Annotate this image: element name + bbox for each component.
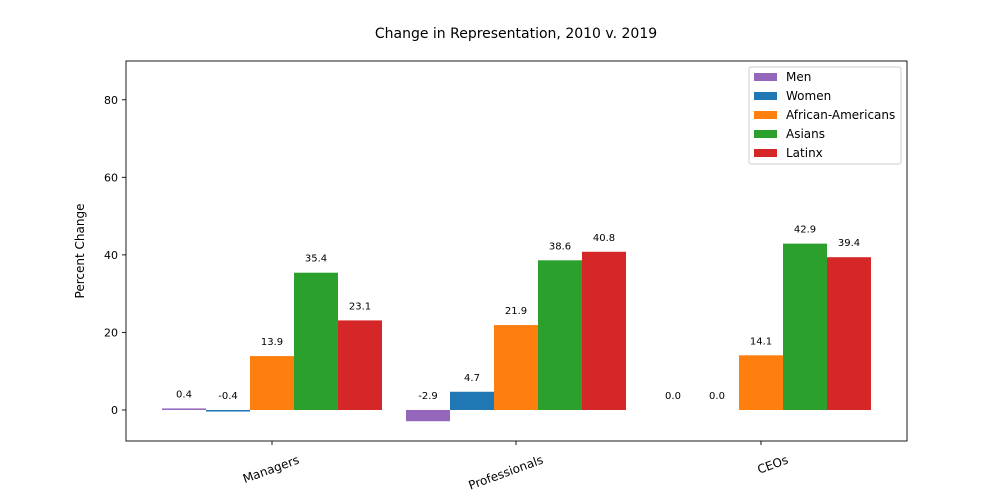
legend-label: Women — [786, 89, 831, 103]
bar-women-professionals — [450, 391, 494, 410]
bar-latinx-ceos — [827, 257, 871, 410]
legend-swatch — [754, 130, 777, 138]
y-tick-label: 20 — [104, 326, 118, 339]
y-tick-label: 60 — [104, 171, 118, 184]
y-tick-label: 0 — [111, 404, 118, 417]
legend-label: Asians — [786, 127, 825, 141]
legend: Men Women African-Americans Asians Latinx — [748, 66, 902, 165]
legend-label: African-Americans — [786, 108, 895, 122]
data-label: -0.4 — [218, 391, 238, 402]
data-label: 0.0 — [665, 391, 681, 402]
bar-asians-professionals — [538, 260, 582, 410]
bar-latinx-managers — [338, 320, 382, 410]
bar-men-managers — [162, 408, 206, 410]
data-label: 21.9 — [505, 306, 527, 317]
bar-women-managers — [206, 409, 250, 412]
chart-title: Change in Representation, 2010 v. 2019 — [375, 26, 657, 42]
y-tick-label: 80 — [104, 94, 118, 107]
legend-label: Latinx — [786, 146, 823, 160]
y-axis-label: Percent Change — [73, 204, 87, 299]
data-label: 0.0 — [709, 391, 725, 402]
y-tick-label: 40 — [104, 249, 118, 262]
x-tick-label: CEOs — [755, 453, 790, 477]
data-label: 40.8 — [593, 233, 615, 244]
x-tick-label: Managers — [241, 453, 301, 486]
x-tick-label: Professionals — [467, 453, 545, 493]
data-label: 42.9 — [794, 225, 816, 236]
plot-area: 0.4 -2.9 0.0 -0.4 4.7 0.0 13.9 21.9 14.1 35.4 38.6… — [104, 60, 908, 493]
bar-latinx-professionals — [582, 251, 626, 410]
legend-swatch — [754, 92, 777, 100]
legend-label: Men — [786, 70, 811, 84]
legend-swatch — [754, 73, 777, 81]
plot-frame — [125, 60, 908, 442]
data-label: 35.4 — [305, 254, 327, 265]
bar-african-americans-professionals — [494, 325, 538, 410]
legend-box — [748, 66, 902, 165]
legend-swatch — [754, 149, 777, 157]
data-label: -2.9 — [418, 391, 438, 402]
bar-asians-ceos — [783, 243, 827, 410]
data-label: 38.6 — [549, 241, 571, 252]
legend-swatch — [754, 111, 777, 119]
bar-asians-managers — [294, 272, 338, 410]
data-label: 0.4 — [176, 389, 192, 400]
bar-african-americans-managers — [250, 356, 294, 410]
bar-african-americans-ceos — [739, 355, 783, 410]
data-label: 4.7 — [464, 373, 480, 384]
data-label: 39.4 — [838, 238, 860, 249]
bar-men-professionals — [406, 409, 450, 422]
data-label: 14.1 — [750, 336, 772, 347]
data-label: 13.9 — [261, 337, 283, 348]
data-label: 23.1 — [349, 301, 371, 312]
